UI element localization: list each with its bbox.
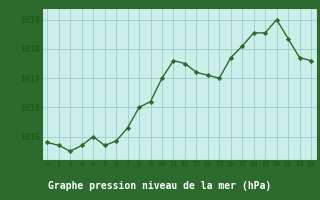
Text: Graphe pression niveau de la mer (hPa): Graphe pression niveau de la mer (hPa)	[48, 181, 272, 191]
